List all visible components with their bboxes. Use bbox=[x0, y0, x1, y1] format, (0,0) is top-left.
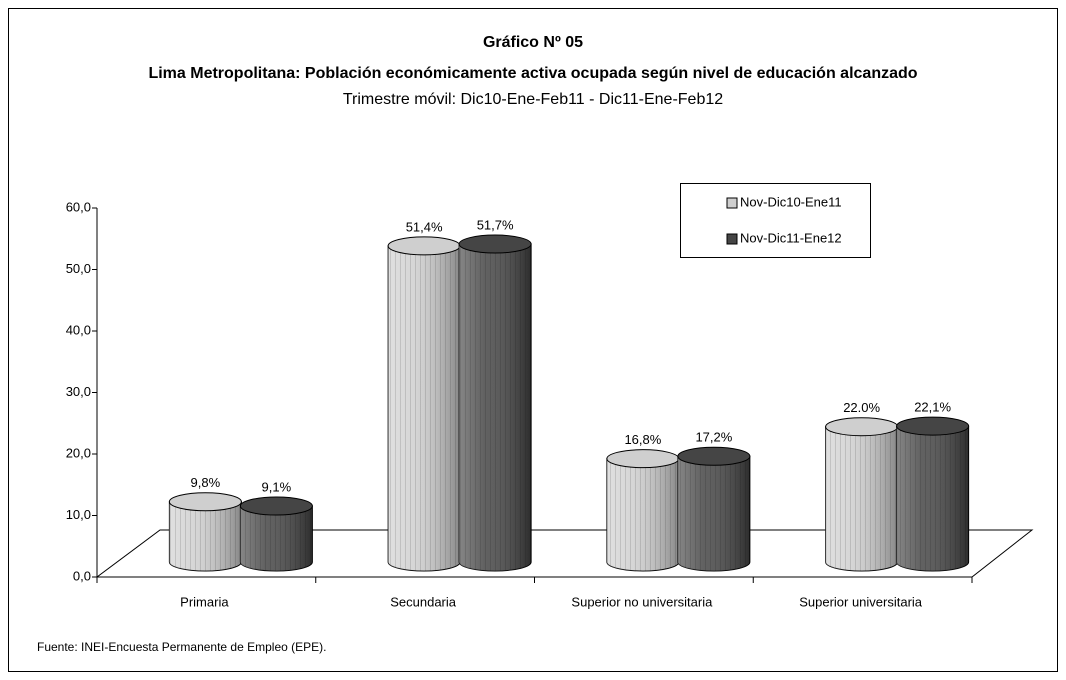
x-tick-label: Superior no universitaria bbox=[571, 594, 713, 609]
source-note: Fuente: INEI-Encuesta Permanente de Empl… bbox=[37, 640, 326, 654]
y-tick-label: 50,0 bbox=[66, 261, 91, 276]
y-tick-label: 60,0 bbox=[66, 199, 91, 214]
bar-top bbox=[387, 236, 461, 256]
y-tick-label: 40,0 bbox=[66, 322, 91, 337]
bar-stripes bbox=[169, 501, 242, 571]
bar-stripes bbox=[896, 426, 969, 571]
legend-box bbox=[680, 183, 871, 258]
bar-top bbox=[239, 496, 313, 516]
legend-swatch bbox=[726, 233, 738, 245]
y-tick-label: 0,0 bbox=[73, 568, 91, 583]
bar-top bbox=[606, 449, 680, 469]
y-tick-label: 20,0 bbox=[66, 445, 91, 460]
bar-top bbox=[896, 416, 970, 436]
bar-stripes bbox=[677, 456, 750, 571]
data-label: 17,2% bbox=[695, 430, 732, 445]
bar-top bbox=[825, 417, 899, 437]
y-tick-label: 10,0 bbox=[66, 507, 91, 522]
y-tick-label: 30,0 bbox=[66, 384, 91, 399]
chart-subtitle: Lima Metropolitana: Población económicam… bbox=[148, 65, 917, 82]
x-tick-label: Secundaria bbox=[390, 594, 457, 609]
data-label: 22.0% bbox=[843, 400, 880, 415]
floor bbox=[95, 529, 1034, 578]
bar-top bbox=[458, 234, 532, 254]
bar-top bbox=[677, 446, 751, 466]
chart-period: Trimestre móvil: Dic10-Ene-Feb11 - Dic11… bbox=[343, 91, 723, 108]
data-label: 22,1% bbox=[914, 400, 951, 415]
data-label: 51,4% bbox=[406, 219, 443, 234]
data-label: 16,8% bbox=[624, 432, 661, 447]
x-tick-label: Superior universitaria bbox=[799, 594, 923, 609]
data-label: 9,1% bbox=[262, 479, 292, 494]
chart-title: Gráfico Nº 05 bbox=[483, 34, 583, 51]
bar-stripes bbox=[240, 506, 313, 571]
bar-stripes bbox=[606, 458, 679, 571]
bar-top bbox=[168, 492, 242, 512]
legend-label: Nov-Dic10-Ene11 bbox=[740, 194, 842, 209]
bar-stripes bbox=[825, 426, 898, 571]
data-label: 51,7% bbox=[477, 217, 514, 232]
x-tick-label: Primaria bbox=[180, 594, 229, 609]
bar-stripes bbox=[388, 245, 461, 571]
legend-label: Nov-Dic11-Ene12 bbox=[740, 230, 842, 245]
bar-stripes bbox=[459, 244, 532, 572]
data-label: 9,8% bbox=[191, 475, 221, 490]
legend-swatch bbox=[726, 197, 738, 209]
